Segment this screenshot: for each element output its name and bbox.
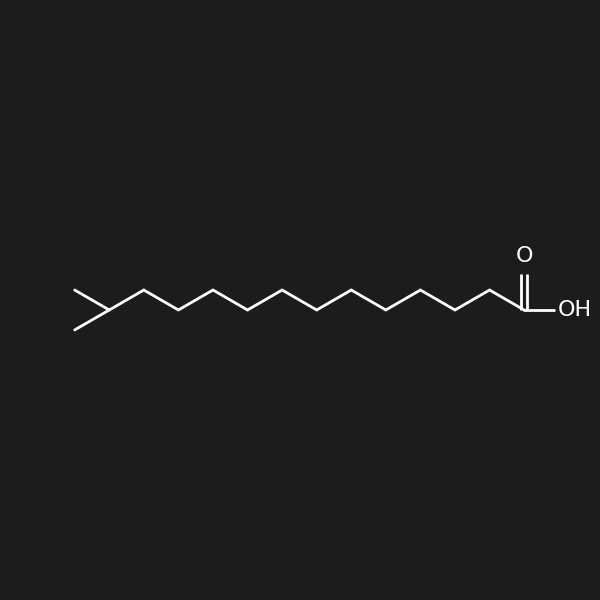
Text: O: O bbox=[515, 246, 533, 266]
Text: OH: OH bbox=[558, 300, 592, 320]
